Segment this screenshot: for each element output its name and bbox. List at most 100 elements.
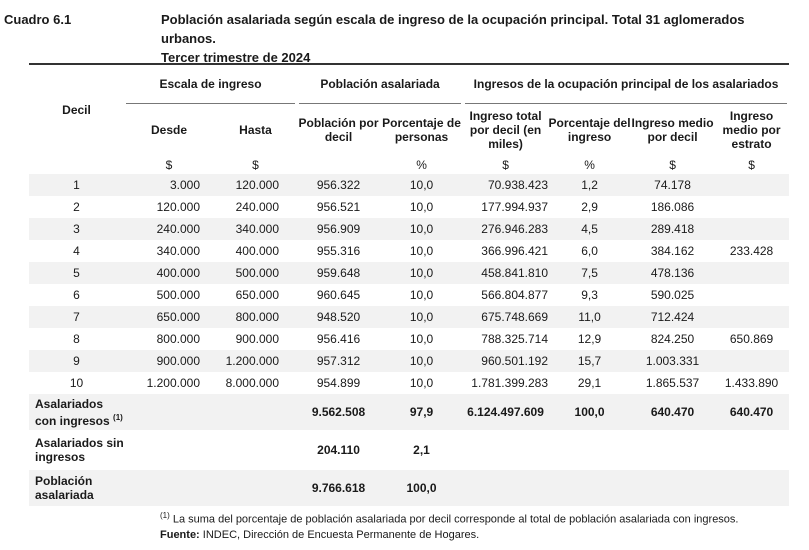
- summary-row-sin-ingresos: Asalariados sin ingresos 204.110 2,1: [29, 430, 790, 470]
- table-cell: 8.000.000: [214, 372, 298, 394]
- col-header-ingreso-medio-decil: Ingreso medio por decil: [631, 116, 714, 144]
- source-text: INDEC, Dirección de Encuesta Permanente …: [199, 529, 480, 541]
- table-row: 3 240.000 340.000 956.909 10,0 276.946.283 4,5…: [29, 218, 790, 240]
- table-cell: 10,0: [380, 328, 464, 350]
- table-cell: [714, 218, 790, 240]
- table-cell: 74.178: [631, 174, 715, 196]
- group-header-poblacion: Población asalariada: [297, 63, 464, 104]
- table-cell: 956.909: [297, 218, 381, 240]
- table-title: Población asalariada según escala de ing…: [161, 10, 801, 67]
- table-cell: 10,0: [380, 196, 464, 218]
- source-note: Fuente: INDEC, Dirección de Encuesta Per…: [160, 529, 479, 541]
- group-escala-label: Escala de ingreso: [126, 65, 296, 104]
- unit-cell: $: [252, 158, 259, 172]
- table-cell: 400.000: [124, 262, 214, 284]
- summary-label: Asalariados sin ingresos: [29, 430, 124, 470]
- summary-row-con-ingresos: Asalariados con ingresos (1) 9.562.508 9…: [29, 394, 790, 430]
- table-cell: 800.000: [214, 306, 298, 328]
- summary-cell: 9.766.618: [297, 470, 381, 506]
- unit-cell: %: [416, 158, 427, 172]
- col-header-decil: Decil: [29, 63, 124, 156]
- table-cell: 458.841.810: [463, 262, 549, 284]
- table-cell: 120.000: [124, 196, 214, 218]
- table-cell: 3: [29, 218, 124, 240]
- table-cell: 1: [29, 174, 124, 196]
- group-header-escala: Escala de ingreso: [124, 63, 298, 104]
- summary-label: Población asalariada: [29, 470, 124, 506]
- table-cell: 10,0: [380, 306, 464, 328]
- table-cell: 11,0: [548, 306, 632, 328]
- summary-label-text: Asalariados con ingresos: [35, 396, 110, 428]
- table-cell: 948.520: [297, 306, 381, 328]
- table-cell: 186.086: [631, 196, 715, 218]
- table-cell: 960.645: [297, 284, 381, 306]
- table-cell: 29,1: [548, 372, 632, 394]
- table-cell: 340.000: [214, 218, 298, 240]
- table-row: 7 650.000 800.000 948.520 10,0 675.748.669 11,…: [29, 306, 790, 328]
- table-cell: 1.200.000: [124, 372, 214, 394]
- table-cell: 1.781.399.283: [463, 372, 549, 394]
- summary-cell: 640.470: [714, 394, 790, 430]
- group-poblacion-label: Población asalariada: [299, 65, 462, 104]
- data-table: Decil Escala de ingreso Población asalar…: [29, 63, 790, 506]
- table-row: 9 900.000 1.200.000 957.312 10,0 960.501.192 1…: [29, 350, 790, 372]
- table-cell: 10,0: [380, 284, 464, 306]
- table-cell: 8: [29, 328, 124, 350]
- table-cell: 566.804.877: [463, 284, 549, 306]
- table-cell: 955.316: [297, 240, 381, 262]
- table-cell: 650.000: [124, 306, 214, 328]
- table-cell: 1.003.331: [631, 350, 715, 372]
- units-row: $ $ % $ % $ $: [29, 156, 789, 174]
- table-cell: 959.648: [297, 262, 381, 284]
- table-cell: 6,0: [548, 240, 632, 262]
- summary-cell: 2,1: [380, 430, 464, 470]
- table-row: 1 3.000 120.000 956.322 10,0 70.938.423 1,2 74.…: [29, 174, 790, 196]
- table-cell: 15,7: [548, 350, 632, 372]
- table-cell: [714, 306, 790, 328]
- table-cell: 10,0: [380, 350, 464, 372]
- table-cell: 824.250: [631, 328, 715, 350]
- table-cell: 900.000: [124, 350, 214, 372]
- table-cell: 1,2: [548, 174, 632, 196]
- table-cell: 10,0: [380, 262, 464, 284]
- table-title-line2: Tercer trimestre de 2024: [161, 50, 311, 65]
- summary-cell: 640.470: [631, 394, 715, 430]
- table-cell: 9: [29, 350, 124, 372]
- col-header-hasta: Hasta: [239, 123, 272, 137]
- unit-cell: $: [165, 158, 173, 172]
- table-cell: 10,0: [380, 174, 464, 196]
- table-cell: 3.000: [124, 174, 214, 196]
- table-cell: 500.000: [214, 262, 298, 284]
- table-row: 2 120.000 240.000 956.521 10,0 177.994.937 2,9…: [29, 196, 790, 218]
- col-header-desde: Desde: [150, 123, 188, 137]
- table-cell: [714, 262, 790, 284]
- table-cell: [714, 284, 790, 306]
- table-cell: 4: [29, 240, 124, 262]
- footnote-mark: (1): [160, 511, 170, 520]
- table-cell: 233.428: [714, 240, 790, 262]
- table-cell: 478.136: [631, 262, 715, 284]
- col-header-ingreso-total: Ingreso total por decil (en miles): [469, 109, 542, 151]
- table-cell: 1.865.537: [631, 372, 715, 394]
- table-cell: 956.322: [297, 174, 381, 196]
- table-cell: 788.325.714: [463, 328, 549, 350]
- table-cell: [714, 196, 790, 218]
- table-cell: [714, 350, 790, 372]
- summary-cell: 6.124.497.609: [463, 394, 549, 430]
- unit-cell: $: [669, 158, 676, 172]
- table-cell: 590.025: [631, 284, 715, 306]
- table-cell: 7,5: [548, 262, 632, 284]
- table-cell: 9,3: [548, 284, 632, 306]
- table-title-line1: Población asalariada según escala de ing…: [161, 12, 745, 46]
- table-cell: 70.938.423: [463, 174, 549, 196]
- table-cell: 712.424: [631, 306, 715, 328]
- table-row: 4 340.000 400.000 955.316 10,0 366.996.421 6,0…: [29, 240, 790, 262]
- unit-cell: $: [502, 158, 509, 172]
- footnote-mark: (1): [113, 412, 123, 422]
- table-cell: 240.000: [124, 218, 214, 240]
- col-header-porcentaje-personas: Porcentaje de personas: [382, 116, 461, 144]
- unit-cell: [297, 156, 380, 174]
- table-cell: 500.000: [124, 284, 214, 306]
- table-cell: 960.501.192: [463, 350, 549, 372]
- table-cell: 384.162: [631, 240, 715, 262]
